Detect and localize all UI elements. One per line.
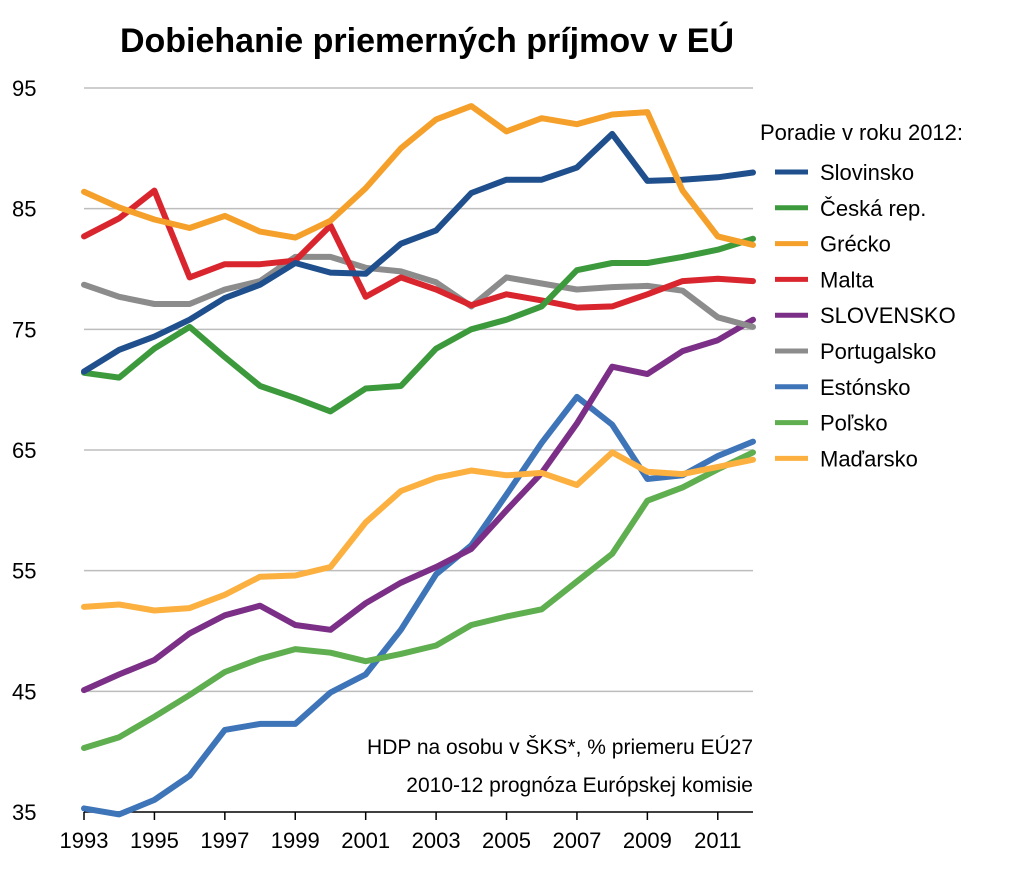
x-tick-label: 2003 [412, 828, 461, 853]
x-tick-label: 1997 [200, 828, 249, 853]
series-lines [81, 103, 756, 818]
legend-items: Slovinsko Česká rep. Grécko Malta SLOVENSKO P… [775, 160, 956, 471]
y-tick-label: 55 [12, 559, 36, 584]
legend-label: SLOVENSKO [820, 303, 956, 328]
legend-label: Portugalsko [820, 339, 936, 364]
chart-annotation: HDP na osobu v ŠKS*, % priemeru EÚ27 201… [367, 736, 753, 797]
legend-label: Poľsko [820, 411, 888, 436]
legend: Poradie v roku 2012: Slovinsko Česká rep.… [760, 120, 963, 471]
chart-title: Dobiehanie priemerných príjmov v EÚ [120, 22, 734, 60]
y-tick-labels: 95 85 75 65 55 45 35 [12, 76, 36, 825]
legend-label: Česká rep. [820, 196, 926, 221]
y-tick-label: 85 [12, 197, 36, 222]
series-line-ceska-rep- [81, 235, 756, 415]
x-tick-label: 2009 [623, 828, 672, 853]
legend-label: Grécko [820, 232, 891, 257]
x-tick-label: 2007 [552, 828, 601, 853]
y-tick-label: 35 [12, 800, 36, 825]
series-line-slovinsko [81, 130, 756, 375]
y-tick-label: 65 [12, 438, 36, 463]
y-tick-label: 95 [12, 76, 36, 101]
x-tick-label: 1993 [60, 828, 109, 853]
x-tick-label: 2005 [482, 828, 531, 853]
series-line-malta [81, 187, 756, 311]
legend-title: Poradie v roku 2012: [760, 120, 963, 145]
x-tick-label: 2001 [341, 828, 390, 853]
legend-label: Estónsko [820, 375, 911, 400]
y-tick-label: 45 [12, 679, 36, 704]
legend-label: Malta [820, 267, 875, 292]
series-line-madarsko [81, 449, 756, 614]
x-tick-label: 1995 [130, 828, 179, 853]
axes [83, 811, 753, 820]
y-tick-label: 75 [12, 317, 36, 342]
x-tick-label: 1999 [271, 828, 320, 853]
legend-label: Slovinsko [820, 160, 914, 185]
series-line-slovensko [81, 316, 756, 694]
legend-label: Maďarsko [820, 446, 918, 471]
series-line-grecko [81, 103, 756, 248]
series-line-portugalsko [81, 253, 756, 330]
annotation-line-2: 2010-12 prognóza Európskej komisie [406, 774, 753, 797]
x-tick-labels: 1993 1995 1997 1999 2001 2003 2005 2007 2009 2011 [60, 828, 742, 853]
series-line-polsko [81, 449, 756, 751]
annotation-line-1: HDP na osobu v ŠKS*, % priemeru EÚ27 [367, 736, 753, 759]
x-tick-label: 2011 [694, 828, 741, 853]
